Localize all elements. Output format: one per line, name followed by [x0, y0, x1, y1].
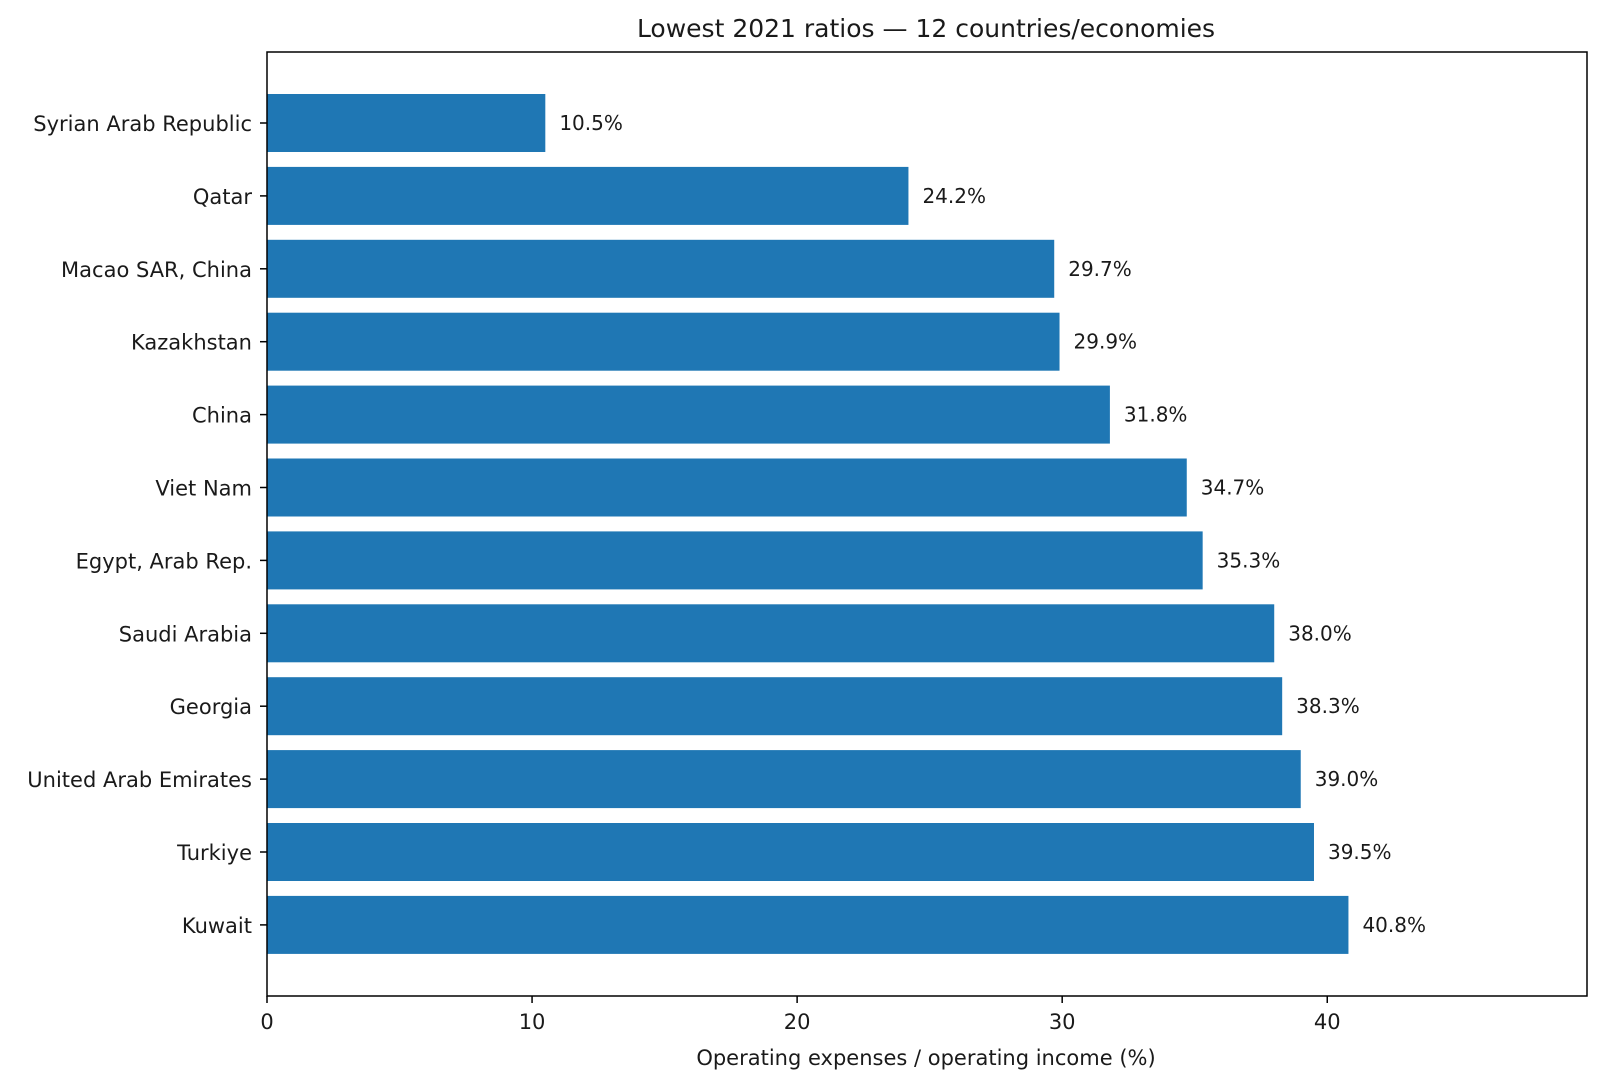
bar-value-label: 24.2%: [922, 184, 986, 208]
bar: [267, 312, 1060, 371]
bar-value-label: 38.3%: [1296, 694, 1360, 718]
y-axis: Syrian Arab Republic Qatar Macao SAR, Chin…: [27, 112, 267, 938]
value-labels-layer: 10.5% 24.2% 29.7% 29.9% 31.8% 34.7% 35.3% 38.0%…: [559, 111, 1426, 937]
y-tick-label: Egypt, Arab Rep.: [76, 549, 252, 573]
bar: [267, 385, 1110, 444]
bars-layer: [267, 94, 1349, 954]
bar: [267, 239, 1055, 298]
x-tick-label: 20: [784, 1010, 811, 1034]
x-tick-label: 10: [519, 1010, 546, 1034]
bar-value-label: 35.3%: [1217, 548, 1281, 572]
x-tick-label: 0: [260, 1010, 273, 1034]
y-tick-label: Turkiye: [176, 841, 252, 865]
x-axis-title: Operating expenses / operating income (%…: [696, 1046, 1155, 1070]
bar: [267, 895, 1349, 954]
bar-value-label: 10.5%: [559, 111, 623, 135]
bar: [267, 604, 1275, 663]
bar-value-label: 29.7%: [1068, 257, 1132, 281]
bar: [267, 750, 1301, 809]
y-tick-label: Viet Nam: [155, 477, 252, 501]
bar: [267, 458, 1187, 517]
y-tick-label: Qatar: [193, 185, 253, 209]
plot-frame: [266, 51, 1588, 997]
bar: [267, 677, 1283, 736]
y-tick-label: Saudi Arabia: [119, 622, 252, 646]
bar: [267, 531, 1203, 590]
bar-value-label: 31.8%: [1124, 403, 1188, 427]
y-tick-label: Kuwait: [182, 914, 252, 938]
bar: [267, 823, 1314, 881]
chart-title: Lowest 2021 ratios — 12 countries/econom…: [637, 14, 1215, 43]
bar-value-label: 34.7%: [1201, 476, 1265, 500]
bar-value-label: 29.9%: [1074, 330, 1138, 354]
x-tick-label: 30: [1049, 1010, 1076, 1034]
y-tick-label: China: [192, 404, 252, 428]
bar-value-label: 40.8%: [1362, 913, 1426, 937]
y-tick-label: Syrian Arab Republic: [33, 112, 252, 136]
y-tick-label: Georgia: [170, 695, 252, 719]
bar: [267, 94, 546, 152]
x-tick-label: 40: [1314, 1010, 1341, 1034]
bar-value-label: 39.5%: [1328, 840, 1392, 864]
bar: [267, 166, 909, 225]
y-tick-label: United Arab Emirates: [27, 768, 252, 792]
bar-value-label: 39.0%: [1315, 767, 1379, 791]
bar-value-label: 38.0%: [1288, 621, 1352, 645]
y-tick-label: Kazakhstan: [131, 331, 252, 355]
x-axis: 0 10 20 30 40: [260, 996, 1341, 1034]
y-tick-label: Macao SAR, China: [61, 258, 252, 282]
